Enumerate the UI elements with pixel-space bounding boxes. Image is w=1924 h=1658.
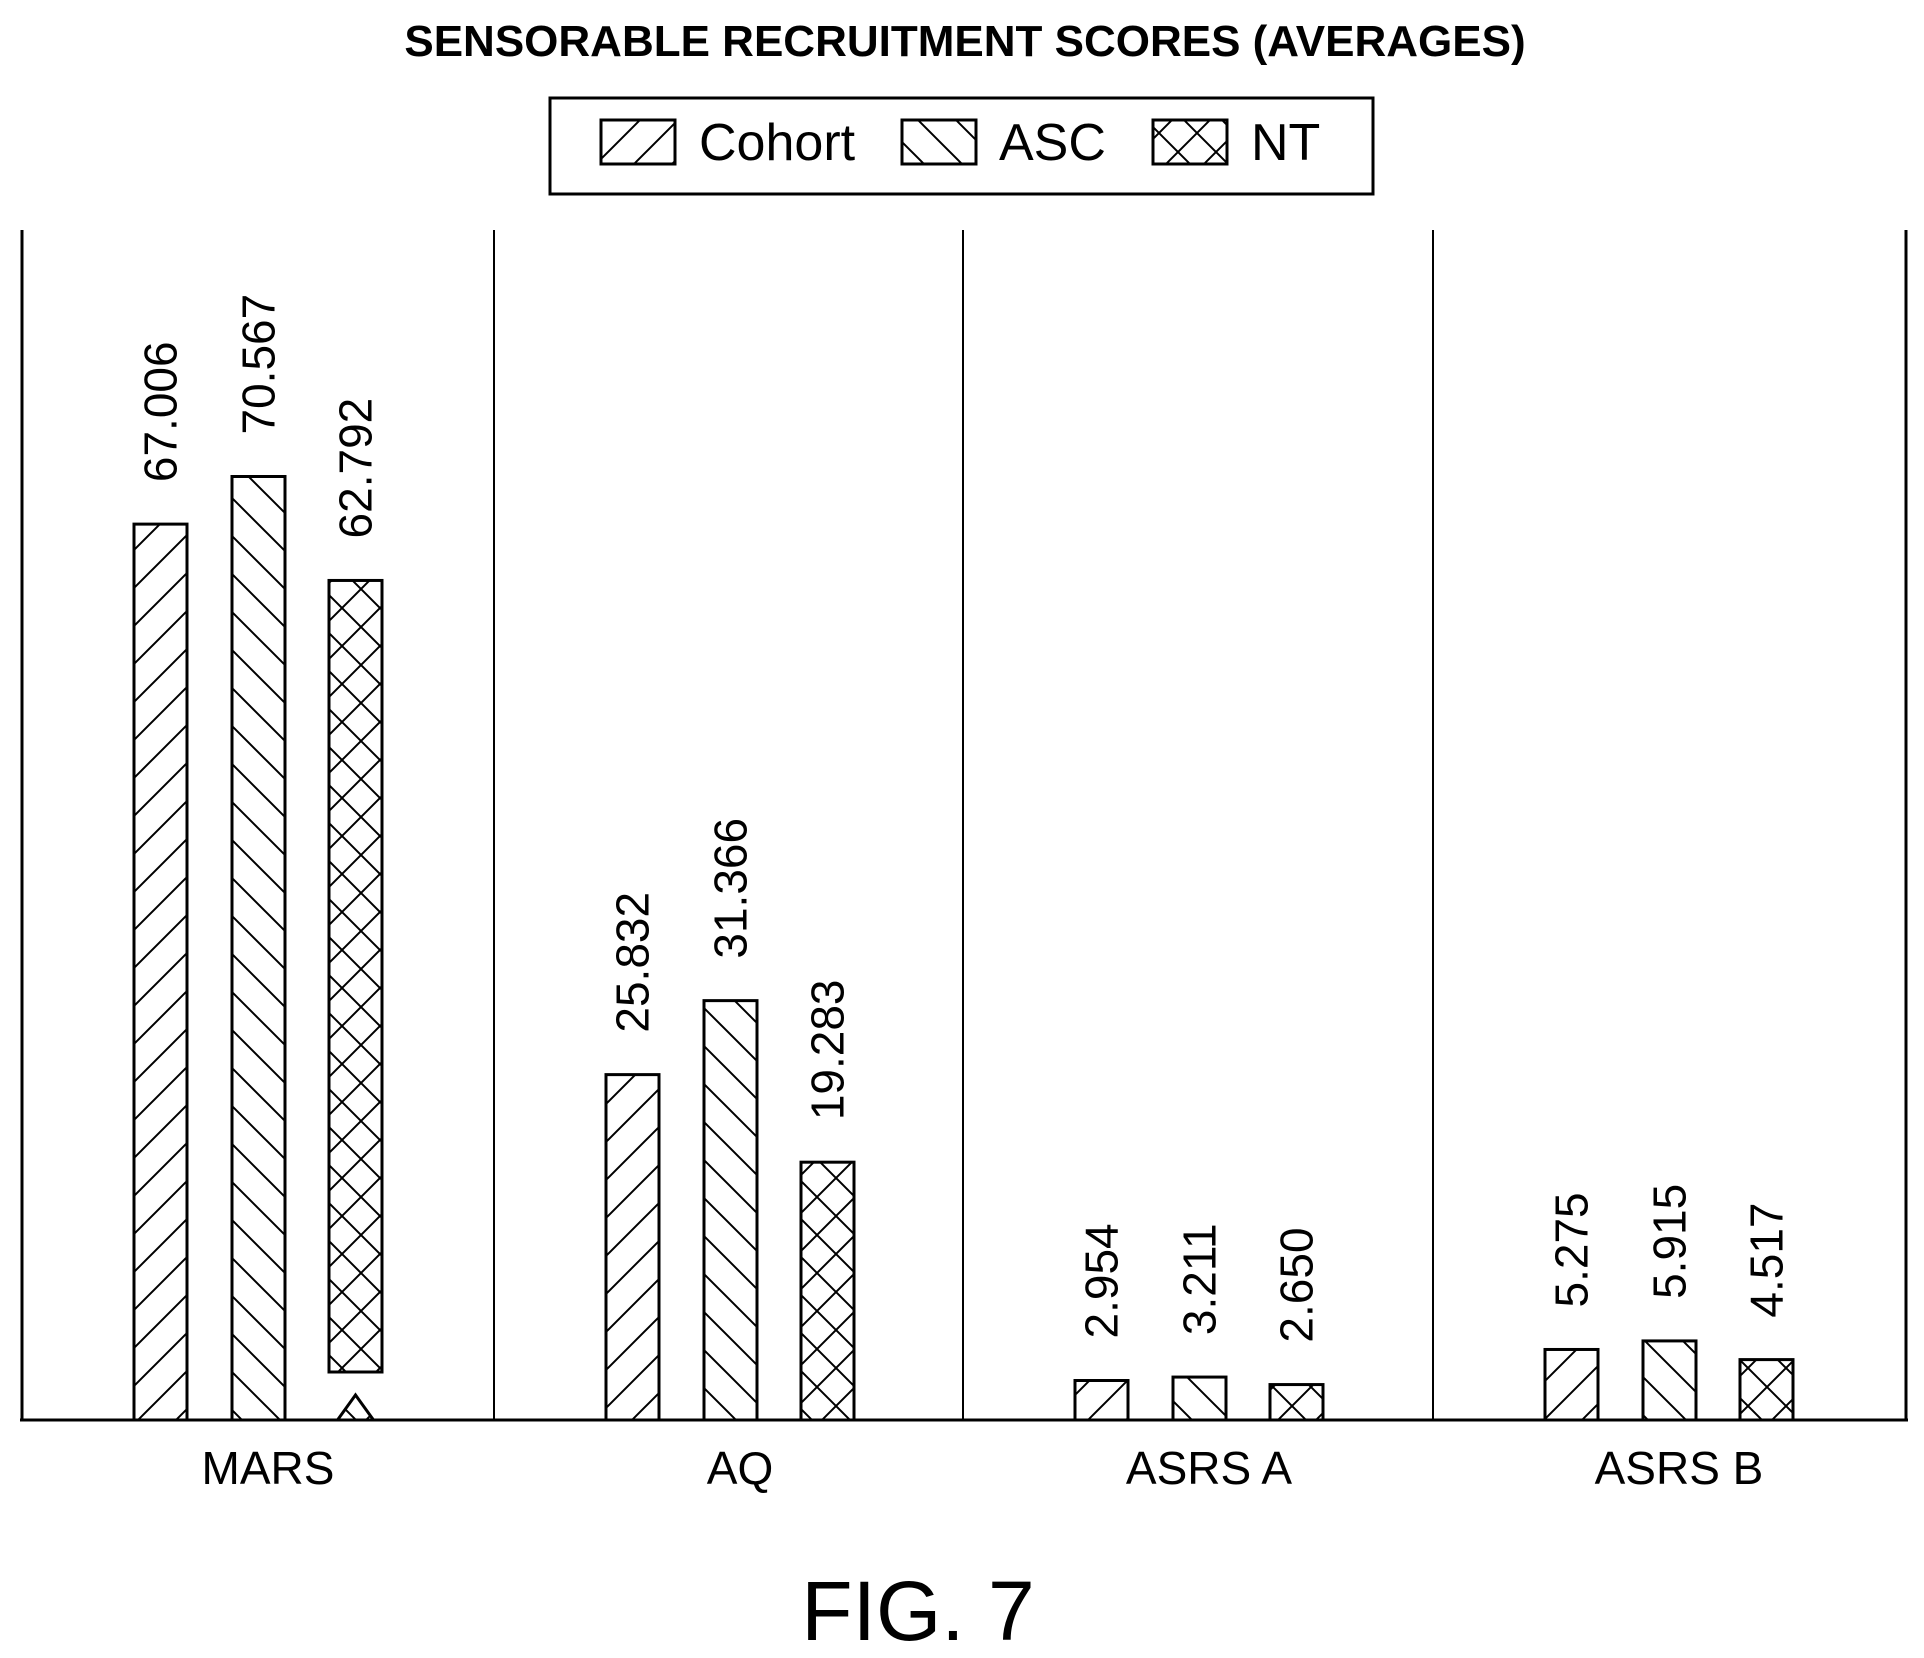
category-label-mars: MARS bbox=[202, 1442, 335, 1494]
legend-swatch-asc bbox=[900, 118, 978, 166]
data-label-asrs-b-cohort: 5.275 bbox=[1546, 1192, 1598, 1307]
category-label-aq: AQ bbox=[707, 1442, 773, 1494]
axis-break-marker bbox=[334, 1392, 377, 1422]
data-label-asrs-a-cohort: 2.954 bbox=[1076, 1223, 1128, 1338]
bar-mars-nt bbox=[327, 578, 384, 1374]
bar-asrs-a-asc bbox=[1171, 1375, 1228, 1422]
data-label-asrs-a-nt: 2.650 bbox=[1271, 1227, 1323, 1342]
bar-aq-nt bbox=[799, 1160, 856, 1422]
data-label-mars-asc: 70.567 bbox=[233, 294, 285, 435]
chart-title: SENSORABLE RECRUITMENT SCORES (AVERAGES) bbox=[404, 17, 1525, 66]
data-label-mars-nt: 62.792 bbox=[330, 398, 382, 539]
bar-asrs-b-asc bbox=[1641, 1339, 1698, 1422]
legend-swatch-nt bbox=[1151, 118, 1229, 166]
data-label-asrs-a-asc: 3.211 bbox=[1174, 1223, 1226, 1335]
bar-asrs-b-cohort bbox=[1543, 1347, 1600, 1422]
bar-mars-asc bbox=[230, 475, 287, 1422]
legend: Cohort ASC NT bbox=[548, 96, 1375, 196]
data-label-aq-cohort: 25.832 bbox=[607, 892, 659, 1033]
category-label-asrs-b: ASRS B bbox=[1595, 1442, 1764, 1494]
legend-label-nt: NT bbox=[1251, 114, 1320, 172]
data-label-asrs-b-nt: 4.517 bbox=[1741, 1202, 1793, 1317]
data-label-aq-nt: 19.283 bbox=[802, 979, 854, 1120]
bar-asrs-b-nt bbox=[1738, 1358, 1795, 1422]
figure-caption: FIG. 7 bbox=[801, 1564, 1034, 1658]
legend-label-asc: ASC bbox=[999, 114, 1106, 172]
legend-label-cohort: Cohort bbox=[699, 114, 856, 172]
plot-area: MARS 67.006 70.567 62.792 AQ 25.832 31.366 19.2… bbox=[20, 230, 1908, 1494]
legend-swatch-cohort bbox=[599, 118, 677, 166]
category-label-asrs-a: ASRS A bbox=[1126, 1442, 1293, 1494]
bar-asrs-a-nt bbox=[1268, 1383, 1325, 1422]
bar-aq-cohort bbox=[604, 1073, 661, 1422]
bar-mars-cohort bbox=[132, 522, 189, 1422]
data-label-aq-asc: 31.366 bbox=[705, 818, 757, 959]
bar-asrs-a-cohort bbox=[1073, 1379, 1130, 1422]
bar-aq-asc bbox=[702, 999, 759, 1422]
data-label-mars-cohort: 67.006 bbox=[135, 341, 187, 482]
data-label-asrs-b-asc: 5.915 bbox=[1644, 1184, 1696, 1299]
